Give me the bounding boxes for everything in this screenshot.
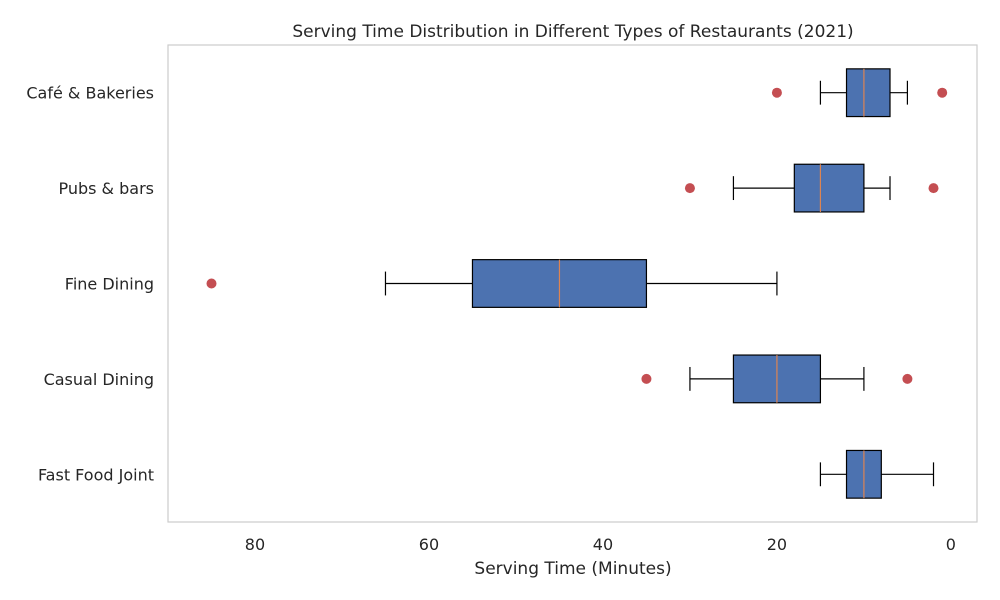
x-tick-label: 0	[946, 535, 956, 554]
outlier-point	[902, 373, 913, 384]
outlier-point	[771, 87, 782, 98]
y-category-label: Fine Dining	[65, 275, 154, 294]
outlier-point	[641, 373, 652, 384]
y-category-label: Fast Food Joint	[38, 465, 154, 484]
box-iqr	[793, 163, 865, 213]
x-axis-label: Serving Time (Minutes)	[474, 559, 671, 579]
x-tick-label: 60	[419, 535, 439, 554]
y-axis-categories: Café & Bakeries Pubs & bars Fine Dining Cas…	[26, 84, 154, 485]
y-category-label: Pubs & bars	[58, 179, 154, 198]
x-axis-ticks: 80 60 40 20 0	[245, 535, 956, 554]
outlier-point	[206, 278, 217, 289]
y-category-label: Casual Dining	[44, 370, 154, 389]
box-group	[641, 354, 913, 404]
plot-frame	[167, 44, 978, 523]
y-category-label: Café & Bakeries	[26, 84, 154, 103]
x-tick-label: 20	[767, 535, 787, 554]
box-group	[206, 259, 778, 308]
outlier-point	[684, 183, 695, 194]
box-group	[771, 68, 948, 118]
box-iqr	[845, 68, 891, 118]
box-group	[684, 163, 939, 213]
box-group	[819, 449, 935, 499]
outlier-point	[937, 87, 948, 98]
chart-title: Serving Time Distribution in Different T…	[292, 22, 853, 42]
x-tick-label: 80	[245, 535, 265, 554]
boxplot-series	[206, 68, 948, 499]
outlier-point	[928, 183, 939, 194]
x-tick-label: 40	[593, 535, 613, 554]
